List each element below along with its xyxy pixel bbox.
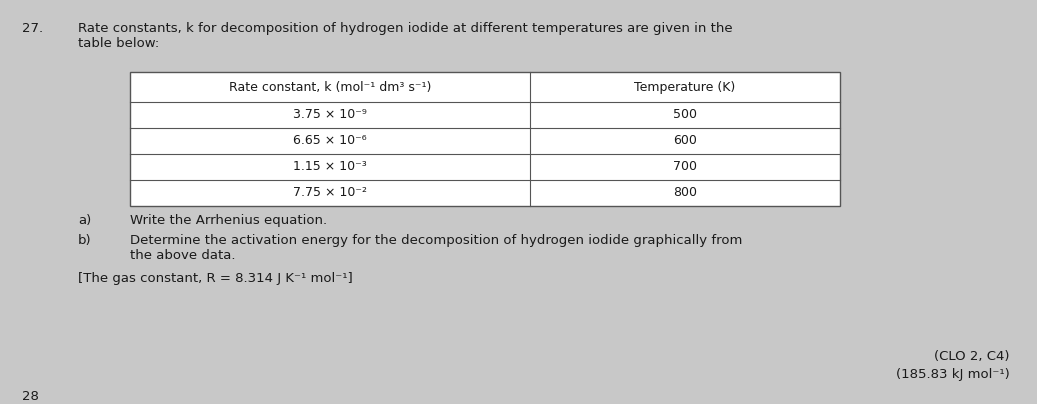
Text: 500: 500	[673, 109, 697, 122]
Bar	[130, 72, 840, 206]
Text: [The gas constant, R = 8.314 J K⁻¹ mol⁻¹]: [The gas constant, R = 8.314 J K⁻¹ mol⁻¹…	[78, 272, 353, 285]
Text: (CLO 2, C4): (CLO 2, C4)	[934, 350, 1010, 363]
Text: 600: 600	[673, 135, 697, 147]
Text: Determine the activation energy for the decomposition of hydrogen iodide graphic: Determine the activation energy for the …	[130, 234, 742, 262]
Text: 6.65 × 10⁻⁶: 6.65 × 10⁻⁶	[293, 135, 367, 147]
Text: Rate constants, k for decomposition of hydrogen iodide at different temperatures: Rate constants, k for decomposition of h…	[78, 22, 732, 50]
Text: Write the Arrhenius equation.: Write the Arrhenius equation.	[130, 214, 327, 227]
Text: 700: 700	[673, 160, 697, 173]
Text: Rate constant, k (mol⁻¹ dm³ s⁻¹): Rate constant, k (mol⁻¹ dm³ s⁻¹)	[229, 80, 431, 93]
Text: 7.75 × 10⁻²: 7.75 × 10⁻²	[293, 187, 367, 200]
Text: 28: 28	[22, 390, 38, 403]
Text: (185.83 kJ mol⁻¹): (185.83 kJ mol⁻¹)	[896, 368, 1010, 381]
Text: 3.75 × 10⁻⁹: 3.75 × 10⁻⁹	[293, 109, 367, 122]
Text: b): b)	[78, 234, 91, 247]
Text: Temperature (K): Temperature (K)	[635, 80, 735, 93]
Text: 27.: 27.	[22, 22, 44, 35]
Text: 1.15 × 10⁻³: 1.15 × 10⁻³	[293, 160, 367, 173]
Text: 800: 800	[673, 187, 697, 200]
Text: a): a)	[78, 214, 91, 227]
